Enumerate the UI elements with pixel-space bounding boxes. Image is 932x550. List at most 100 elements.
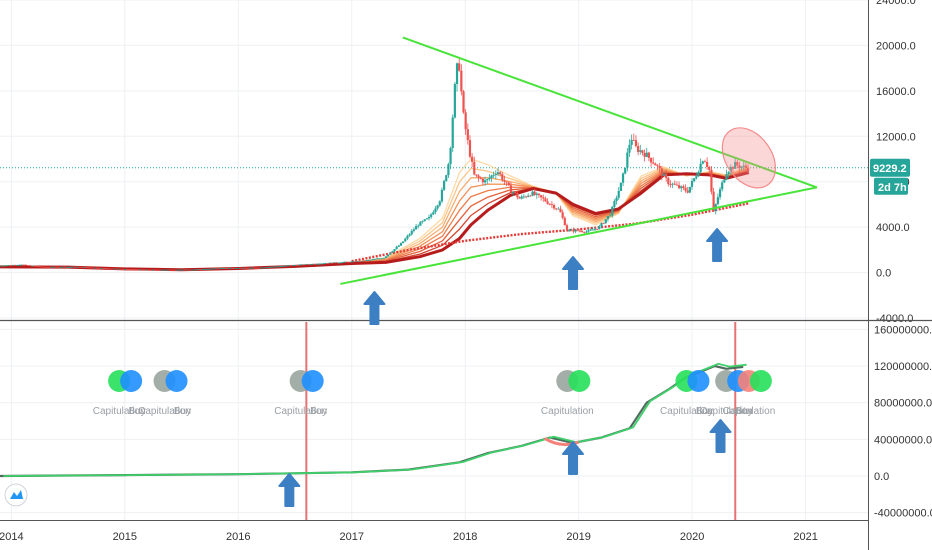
candle-body bbox=[593, 228, 597, 230]
candle-body bbox=[447, 164, 450, 176]
signal-marker-label: Buy bbox=[696, 406, 713, 417]
candle-body bbox=[445, 175, 448, 181]
logo-icon bbox=[10, 490, 23, 499]
candle-body bbox=[24, 264, 27, 266]
tradingview-logo[interactable] bbox=[4, 483, 28, 507]
candle-body bbox=[499, 172, 502, 175]
candle-body bbox=[188, 269, 191, 271]
candle-body bbox=[119, 268, 122, 270]
candle-body bbox=[488, 178, 491, 180]
candle-body bbox=[380, 258, 383, 260]
candle-body bbox=[236, 268, 239, 269]
candle-body bbox=[52, 266, 55, 268]
candle-body bbox=[378, 258, 381, 260]
candle-body bbox=[423, 219, 426, 222]
candle-body bbox=[693, 178, 696, 182]
candle-body bbox=[9, 265, 12, 266]
candle-body bbox=[667, 178, 670, 185]
candle-body bbox=[272, 266, 275, 268]
candle-body bbox=[617, 190, 620, 198]
triangle-trendline bbox=[402, 36, 818, 189]
candle-body bbox=[578, 230, 582, 232]
candle-body bbox=[479, 177, 482, 179]
candle-body bbox=[529, 195, 532, 197]
candle-body bbox=[703, 161, 707, 163]
signal-marker-circle bbox=[165, 370, 188, 392]
candle-body bbox=[643, 152, 646, 157]
candle-body bbox=[85, 267, 88, 268]
candle-body bbox=[158, 269, 161, 271]
candle-body bbox=[315, 263, 319, 265]
candle-body bbox=[199, 269, 202, 271]
candle-body bbox=[345, 261, 349, 263]
candle-body bbox=[656, 165, 659, 167]
candle-body bbox=[376, 258, 379, 260]
candle-body bbox=[160, 269, 163, 271]
candle-body bbox=[123, 268, 127, 270]
candle-body bbox=[289, 265, 293, 267]
candle-body bbox=[473, 161, 476, 175]
candle-body bbox=[669, 184, 672, 185]
candle-body bbox=[244, 267, 247, 269]
candle-body bbox=[386, 254, 390, 257]
candle-body bbox=[365, 260, 368, 261]
candle-body bbox=[602, 223, 605, 224]
candle-body bbox=[699, 163, 702, 173]
candle-body bbox=[324, 263, 327, 265]
candle-body bbox=[514, 192, 517, 194]
candle-body bbox=[126, 268, 129, 270]
indicator-y-tick-label: 0.0 bbox=[874, 471, 889, 483]
candle-body bbox=[354, 261, 357, 263]
candle-body bbox=[147, 269, 150, 271]
arrow-shape bbox=[709, 419, 732, 453]
candle-body bbox=[576, 229, 579, 231]
candle-body bbox=[37, 266, 40, 267]
candle-body bbox=[208, 268, 211, 270]
candle-body bbox=[261, 267, 265, 269]
candle-body bbox=[583, 232, 586, 233]
candle-body bbox=[195, 269, 198, 271]
candle-body bbox=[171, 269, 174, 271]
price-y-tick-label: 4000.0 bbox=[876, 222, 910, 234]
candle-body bbox=[568, 229, 571, 231]
candle-body bbox=[404, 238, 407, 242]
candle-body bbox=[608, 215, 612, 217]
candle-body bbox=[486, 179, 489, 181]
candle-body bbox=[341, 262, 344, 263]
candle-body bbox=[305, 264, 308, 265]
candle-body bbox=[492, 174, 495, 176]
candle-body bbox=[156, 269, 159, 271]
candle-body bbox=[184, 269, 187, 271]
candle-body bbox=[102, 268, 105, 269]
candle-body bbox=[725, 174, 728, 180]
candle-body bbox=[509, 185, 513, 193]
candle-body bbox=[279, 266, 282, 267]
price-y-tick-label: 20000.0 bbox=[876, 40, 916, 52]
candle-body bbox=[128, 269, 131, 270]
candle-body bbox=[167, 269, 170, 271]
candle-body bbox=[729, 167, 732, 173]
candle-body bbox=[1, 265, 4, 267]
candle-body bbox=[333, 262, 336, 264]
signal-marker-circle bbox=[120, 370, 143, 392]
candle-body bbox=[552, 204, 556, 209]
candle-body bbox=[337, 262, 340, 264]
candle-body bbox=[212, 268, 215, 270]
candle-body bbox=[72, 266, 75, 268]
countdown-badge-bg bbox=[874, 177, 908, 195]
candle-body bbox=[361, 260, 364, 262]
candle-body bbox=[734, 162, 737, 169]
candle-body bbox=[294, 265, 297, 266]
candle-body bbox=[611, 206, 614, 216]
candle-body bbox=[402, 241, 405, 244]
candle-body bbox=[466, 129, 469, 141]
candle-body bbox=[201, 269, 204, 271]
candle-body bbox=[309, 264, 312, 266]
signal-marker-label: Buy bbox=[310, 406, 327, 417]
candle-body bbox=[141, 269, 144, 271]
candle-body bbox=[132, 269, 135, 271]
candle-body bbox=[16, 264, 19, 266]
candle-body bbox=[442, 180, 446, 190]
candle-body bbox=[326, 263, 329, 265]
